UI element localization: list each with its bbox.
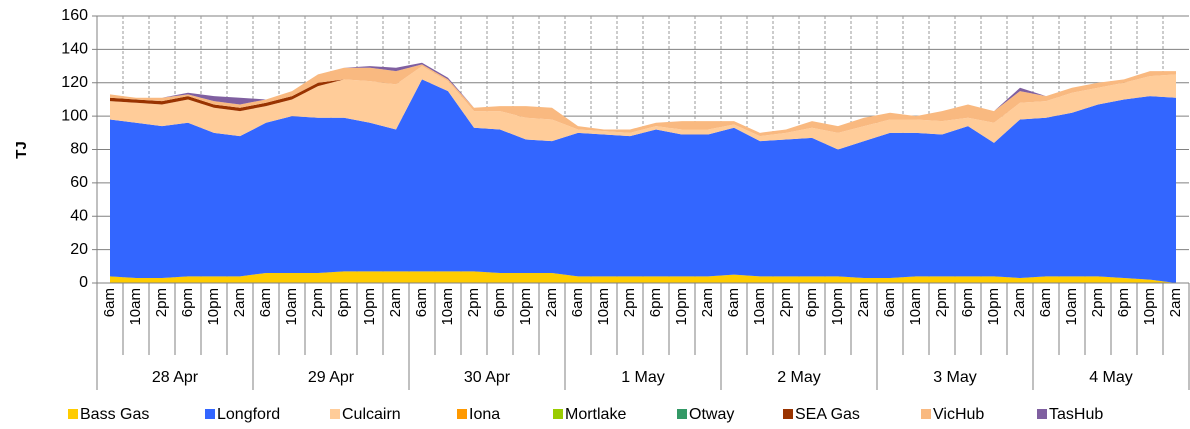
legend-label: TasHub xyxy=(1049,406,1103,423)
x-tick-label: 6am xyxy=(101,288,118,317)
legend-label: Otway xyxy=(689,406,734,423)
x-tick-label: 2am xyxy=(855,288,872,317)
group-label: 1 May xyxy=(621,369,665,386)
x-tick-label: 2pm xyxy=(777,288,794,317)
x-tick-label: 2am xyxy=(543,288,560,317)
x-tick-label: 6am xyxy=(881,288,898,317)
y-tick-label: 80 xyxy=(70,141,88,158)
y-axis-label: TJ xyxy=(13,141,30,159)
y-tick-label: 0 xyxy=(79,274,88,291)
y-tick-label: 60 xyxy=(70,174,88,191)
x-tick-label: 10am xyxy=(127,288,144,326)
x-tick-label: 2am xyxy=(1011,288,1028,317)
group-label: 3 May xyxy=(933,369,977,386)
legend-swatch xyxy=(457,409,467,419)
x-tick-label: 10pm xyxy=(985,288,1002,326)
x-tick-label: 6pm xyxy=(959,288,976,317)
x-tick-label: 2am xyxy=(699,288,716,317)
y-tick-label: 20 xyxy=(70,241,88,258)
legend-swatch xyxy=(553,409,563,419)
legend-label: Bass Gas xyxy=(80,406,149,423)
group-label: 29 Apr xyxy=(308,369,355,386)
group-label: 2 May xyxy=(777,369,821,386)
x-tick-label: 2pm xyxy=(1089,288,1106,317)
x-tick-label: 2pm xyxy=(933,288,950,317)
x-tick-label: 2pm xyxy=(465,288,482,317)
group-label: 4 May xyxy=(1089,369,1133,386)
x-tick-label: 6pm xyxy=(647,288,664,317)
group-label: 30 Apr xyxy=(464,369,511,386)
y-tick-label: 100 xyxy=(61,107,88,124)
area xyxy=(110,79,1176,283)
x-tick-label: 6pm xyxy=(491,288,508,317)
legend-label: VicHub xyxy=(933,406,984,423)
legend-swatch xyxy=(1037,409,1047,419)
area xyxy=(110,271,1176,283)
x-tick-label: 10am xyxy=(907,288,924,326)
x-tick-label: 2am xyxy=(387,288,404,317)
area xyxy=(110,64,1176,137)
legend-swatch xyxy=(677,409,687,419)
legend-label: SEA Gas xyxy=(795,406,860,423)
legend-label: Culcairn xyxy=(342,406,401,423)
x-tick-label: 10pm xyxy=(829,288,846,326)
x-tick-label: 6pm xyxy=(1115,288,1132,317)
y-tick-label: 40 xyxy=(70,207,88,224)
y-tick-label: 160 xyxy=(61,7,88,24)
x-tick-label: 2pm xyxy=(621,288,638,317)
x-tick-label: 10pm xyxy=(517,288,534,326)
x-tick-label: 6am xyxy=(257,288,274,317)
y-tick-label: 120 xyxy=(61,74,88,91)
legend-swatch xyxy=(205,409,215,419)
x-tick-label: 10am xyxy=(283,288,300,326)
x-tick-label: 10pm xyxy=(1141,288,1158,326)
x-tick-label: 6am xyxy=(413,288,430,317)
x-tick-label: 6am xyxy=(725,288,742,317)
legend-swatch xyxy=(330,409,340,419)
y-tick-label: 140 xyxy=(61,41,88,58)
x-tick-label: 6pm xyxy=(179,288,196,317)
x-tick-label: 10am xyxy=(751,288,768,326)
x-tick-label: 10pm xyxy=(205,288,222,326)
x-tick-label: 2am xyxy=(231,288,248,317)
x-tick-label: 6am xyxy=(1037,288,1054,317)
legend-label: Mortlake xyxy=(565,406,626,423)
legend-swatch xyxy=(783,409,793,419)
x-tick-label: 10am xyxy=(439,288,456,326)
x-tick-label: 6am xyxy=(569,288,586,317)
x-tick-label: 6pm xyxy=(803,288,820,317)
group-label: 28 Apr xyxy=(152,369,199,386)
x-tick-label: 2pm xyxy=(153,288,170,317)
x-tick-label: 10pm xyxy=(673,288,690,326)
x-tick-label: 6pm xyxy=(335,288,352,317)
legend-swatch xyxy=(921,409,931,419)
x-tick-label: 10am xyxy=(1063,288,1080,326)
x-tick-label: 2pm xyxy=(309,288,326,317)
x-tick-label: 10pm xyxy=(361,288,378,326)
legend-label: Iona xyxy=(469,406,500,423)
legend-swatch xyxy=(68,409,78,419)
area xyxy=(110,66,1176,150)
x-tick-label: 2am xyxy=(1167,288,1184,317)
x-tick-label: 10am xyxy=(595,288,612,326)
legend-label: Longford xyxy=(217,406,280,423)
